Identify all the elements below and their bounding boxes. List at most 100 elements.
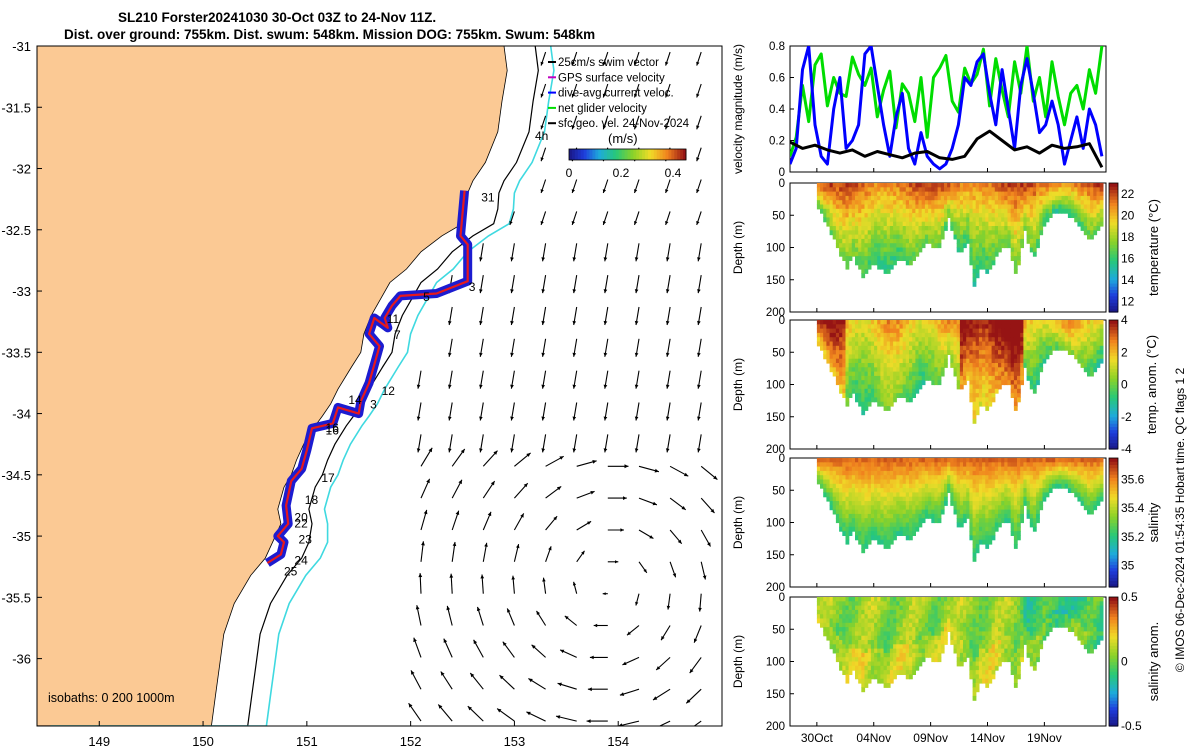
section-cell xyxy=(832,644,837,650)
section-cell xyxy=(1036,221,1040,227)
section-cell xyxy=(848,221,853,227)
section-cell xyxy=(851,631,856,637)
section-cell xyxy=(902,488,907,493)
section-cell xyxy=(959,522,964,528)
section-cell xyxy=(921,213,926,218)
section-cell xyxy=(994,488,999,493)
colorbar-cell xyxy=(1109,329,1118,334)
section-cell xyxy=(905,217,910,223)
section-cell xyxy=(1039,332,1044,338)
section-cell xyxy=(877,367,881,373)
section-cell xyxy=(969,260,974,266)
section-cell xyxy=(845,221,850,227)
section-cell xyxy=(966,213,970,218)
section-cell xyxy=(870,509,875,515)
section-cell xyxy=(902,384,907,390)
section-cell xyxy=(893,247,897,253)
section-cell xyxy=(861,501,866,506)
section-cell xyxy=(858,226,862,231)
section-cell xyxy=(864,531,869,536)
section-cell xyxy=(969,501,974,506)
section-cell xyxy=(893,367,897,373)
section-cell xyxy=(1064,191,1069,197)
section-cell xyxy=(842,221,847,227)
section-cell xyxy=(858,337,862,343)
section-cell xyxy=(855,657,859,663)
section-cell xyxy=(998,320,1002,325)
section-cell xyxy=(858,475,862,481)
section-cell xyxy=(1080,458,1085,463)
map-frame xyxy=(36,45,723,727)
section-cell xyxy=(1093,324,1098,330)
section-cell xyxy=(1067,213,1072,218)
section-cell xyxy=(842,247,847,253)
section-cell xyxy=(978,337,983,343)
section-cell xyxy=(1029,191,1034,197)
section-cell xyxy=(877,191,881,197)
section-cell xyxy=(1023,345,1028,351)
section-cell xyxy=(861,401,866,407)
section-cell xyxy=(959,320,964,325)
section-cell xyxy=(1042,204,1047,210)
section-cell xyxy=(953,479,958,485)
section-cell xyxy=(924,501,929,506)
section-cell xyxy=(1013,388,1018,394)
colorbar-cell xyxy=(1109,250,1118,255)
section-cell xyxy=(969,380,974,386)
section-cell xyxy=(1017,505,1021,511)
current-arrow-head xyxy=(634,352,639,357)
section-cell xyxy=(842,661,847,667)
section-cell xyxy=(839,238,843,244)
section-cell xyxy=(931,183,936,188)
section-cell xyxy=(1007,221,1012,227)
section-cell xyxy=(902,332,907,338)
section-cell xyxy=(1039,320,1044,325)
section-cell xyxy=(832,320,837,325)
section-cell xyxy=(874,204,878,210)
section-cell xyxy=(896,204,901,210)
colorbar-cell xyxy=(1109,487,1118,491)
section-cell xyxy=(1013,501,1018,506)
section-cell xyxy=(874,483,878,489)
section-cell xyxy=(912,234,916,240)
section-cell xyxy=(845,226,850,231)
section-cell xyxy=(832,226,837,231)
section-cell xyxy=(893,200,897,206)
section-cell xyxy=(816,332,821,338)
section-cell xyxy=(896,393,901,398)
section-cell xyxy=(972,548,977,554)
section-cell xyxy=(1042,345,1047,351)
section-cell xyxy=(823,622,827,628)
section-cell xyxy=(816,605,821,611)
section-cell xyxy=(870,260,875,266)
current-arrow-head xyxy=(666,605,671,610)
section-cell xyxy=(956,354,961,360)
section-cell xyxy=(940,328,945,334)
section-cell xyxy=(928,337,932,343)
section-cell xyxy=(1067,345,1072,351)
section-cell xyxy=(848,665,853,671)
section-cell xyxy=(924,187,929,193)
section-cell xyxy=(909,505,913,511)
section-cell xyxy=(874,371,878,377)
section-cell xyxy=(867,505,872,511)
section-cell xyxy=(842,367,847,373)
colorbar-cell xyxy=(1109,483,1118,488)
colorbar-cell xyxy=(1109,538,1118,543)
section-cell xyxy=(832,622,837,628)
current-arrow-head xyxy=(697,352,701,357)
section-cell xyxy=(1036,191,1040,197)
section-cell xyxy=(832,337,837,343)
section-cell xyxy=(889,518,894,524)
section-cell xyxy=(912,501,916,506)
section-cell xyxy=(1061,332,1066,338)
section-cell xyxy=(839,614,843,620)
section-cell xyxy=(893,518,897,524)
section-cell xyxy=(1023,492,1028,498)
section-cell xyxy=(1004,475,1009,481)
section-cell xyxy=(991,462,996,468)
section-cell xyxy=(928,226,932,231)
current-arrow-head xyxy=(572,416,577,421)
section-cell xyxy=(928,367,932,373)
section-cell xyxy=(988,393,993,398)
